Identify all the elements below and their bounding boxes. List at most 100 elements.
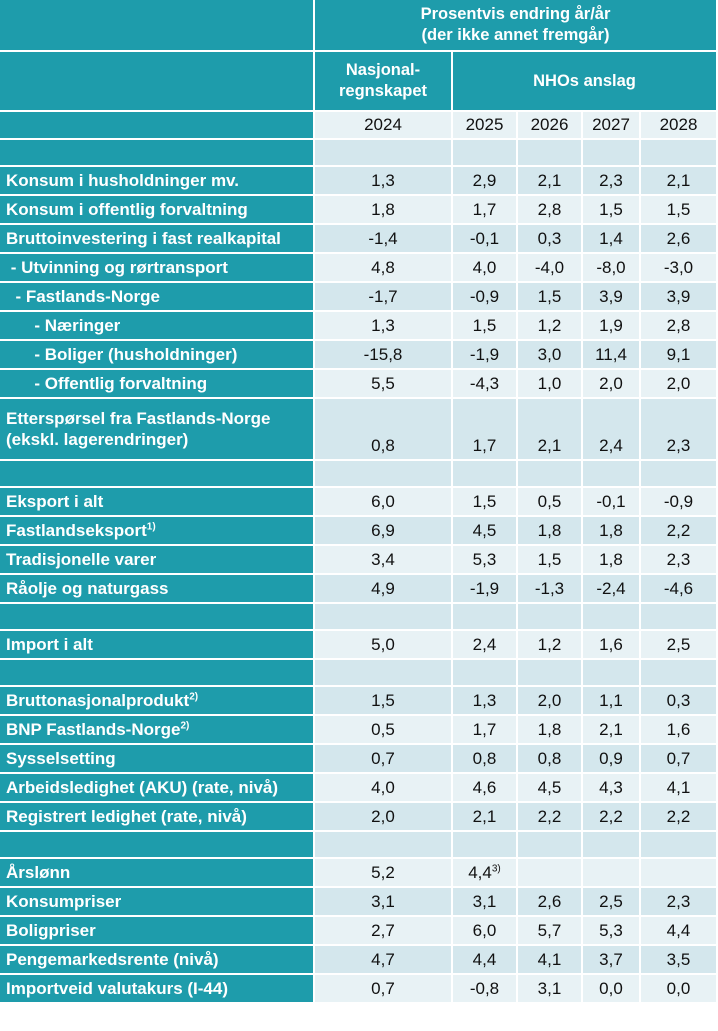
text-line: NHOs anslag — [533, 71, 636, 90]
value: 0,9 — [599, 748, 623, 768]
value-cell: -4,3 — [453, 370, 516, 397]
value: 0,3 — [537, 228, 562, 248]
value: 2,4 — [472, 634, 497, 654]
row-label: Råolje og naturgass — [0, 575, 313, 602]
value: -3,0 — [663, 257, 694, 277]
value-cell: -1,7 — [315, 283, 451, 310]
value: 5,5 — [371, 373, 395, 393]
blank-cell — [315, 832, 451, 857]
blank-cell — [583, 832, 639, 857]
value-cell: 2,7 — [315, 917, 451, 944]
value: 2,3 — [666, 549, 691, 569]
value: -1,4 — [368, 228, 398, 248]
value: -1,9 — [469, 344, 500, 364]
blank-cell — [518, 660, 581, 685]
blank-cell — [315, 140, 451, 165]
value-cell: -8,0 — [583, 254, 639, 281]
text-line: Konsumpriser — [6, 891, 122, 911]
value-cell: -0,9 — [453, 283, 516, 310]
value: 2,2 — [666, 520, 691, 540]
value-cell: -2,4 — [583, 575, 639, 602]
value-cell: 2,1 — [583, 716, 639, 743]
blank-cell — [641, 832, 716, 857]
row-label: - Utvinning og rørtransport — [0, 254, 313, 281]
value-cell: 4,43) — [453, 859, 516, 886]
blank-cell — [518, 140, 581, 165]
value-cell: 1,7 — [453, 716, 516, 743]
text-line: Nasjonal- — [345, 61, 421, 80]
value-cell: 1,8 — [315, 196, 451, 223]
value-cell: 5,0 — [315, 631, 451, 658]
footnote: 2) — [189, 691, 199, 703]
blank-cell — [0, 660, 313, 685]
value-cell: 6,9 — [315, 517, 451, 544]
blank-cell — [315, 604, 451, 629]
value-cell: 3,9 — [583, 283, 639, 310]
value-cell: 1,5 — [641, 196, 716, 223]
text-line: Konsum i husholdninger mv. — [6, 170, 239, 190]
value: 2,7 — [371, 920, 395, 940]
text-line: Tradisjonelle varer — [6, 549, 157, 569]
value: 0,8 — [371, 435, 395, 455]
text-line: - Fastlands-Norge — [6, 286, 160, 306]
blank-cell — [583, 604, 639, 629]
value: 1,2 — [537, 634, 562, 654]
value: 1,5 — [537, 549, 562, 569]
text-line: Sysselsetting — [6, 748, 116, 768]
value-cell: 0,5 — [518, 488, 581, 515]
value: 2,2 — [537, 806, 562, 826]
value: -0,8 — [469, 978, 500, 998]
value: 1,3 — [371, 170, 395, 190]
value: 1,5 — [537, 286, 562, 306]
value-cell: 2,1 — [641, 167, 716, 194]
value-cell: -0,1 — [583, 488, 639, 515]
value-cell: 1,3 — [453, 687, 516, 714]
value-cell: 5,5 — [315, 370, 451, 397]
value: 0,8 — [537, 748, 562, 768]
value-cell: 1,5 — [518, 283, 581, 310]
value: 2,0 — [371, 806, 395, 826]
text-line: Eksport i alt — [6, 491, 104, 511]
blank-cell — [453, 832, 516, 857]
footnote: 1) — [146, 521, 156, 533]
value: 1,4 — [599, 228, 623, 248]
value: 0,5 — [537, 491, 562, 511]
value: 2,3 — [666, 891, 691, 911]
value-cell: -0,1 — [453, 225, 516, 252]
year-cell: 2028 — [641, 112, 716, 138]
value: 2,6 — [666, 228, 691, 248]
year-cell: 2025 — [453, 112, 516, 138]
value: 2,1 — [472, 806, 497, 826]
value: 4,3 — [599, 777, 623, 797]
value: 4,4 — [666, 920, 691, 940]
value-cell: 2,0 — [518, 687, 581, 714]
blank-cell — [0, 604, 313, 629]
value-cell: 1,8 — [518, 716, 581, 743]
text-line: Bruttonasjonalprodukt2) — [6, 690, 199, 710]
value-cell: 5,7 — [518, 917, 581, 944]
value-cell: 1,0 — [518, 370, 581, 397]
year: 2027 — [592, 115, 630, 135]
value: 1,9 — [599, 315, 623, 335]
value: 2,2 — [666, 806, 691, 826]
year: 2028 — [659, 115, 698, 135]
value: -0,9 — [469, 286, 500, 306]
blank-cell — [583, 140, 639, 165]
value-cell: 2,3 — [583, 167, 639, 194]
value-cell: 2,0 — [315, 803, 451, 830]
value: 1,8 — [371, 199, 395, 219]
value-cell: 2,4 — [583, 399, 639, 459]
value: 1,3 — [472, 690, 497, 710]
value: 1,5 — [599, 199, 623, 219]
value: 4,9 — [371, 578, 395, 598]
value: 4,5 — [537, 777, 562, 797]
value: 1,5 — [666, 199, 691, 219]
value: 6,9 — [371, 520, 395, 540]
value: 5,2 — [371, 862, 395, 882]
value: 2,5 — [666, 634, 691, 654]
value: -4,0 — [534, 257, 565, 277]
value: 1,8 — [599, 549, 623, 569]
value-cell: 1,5 — [453, 488, 516, 515]
value-cell: 2,2 — [641, 517, 716, 544]
value: 9,1 — [666, 344, 691, 364]
